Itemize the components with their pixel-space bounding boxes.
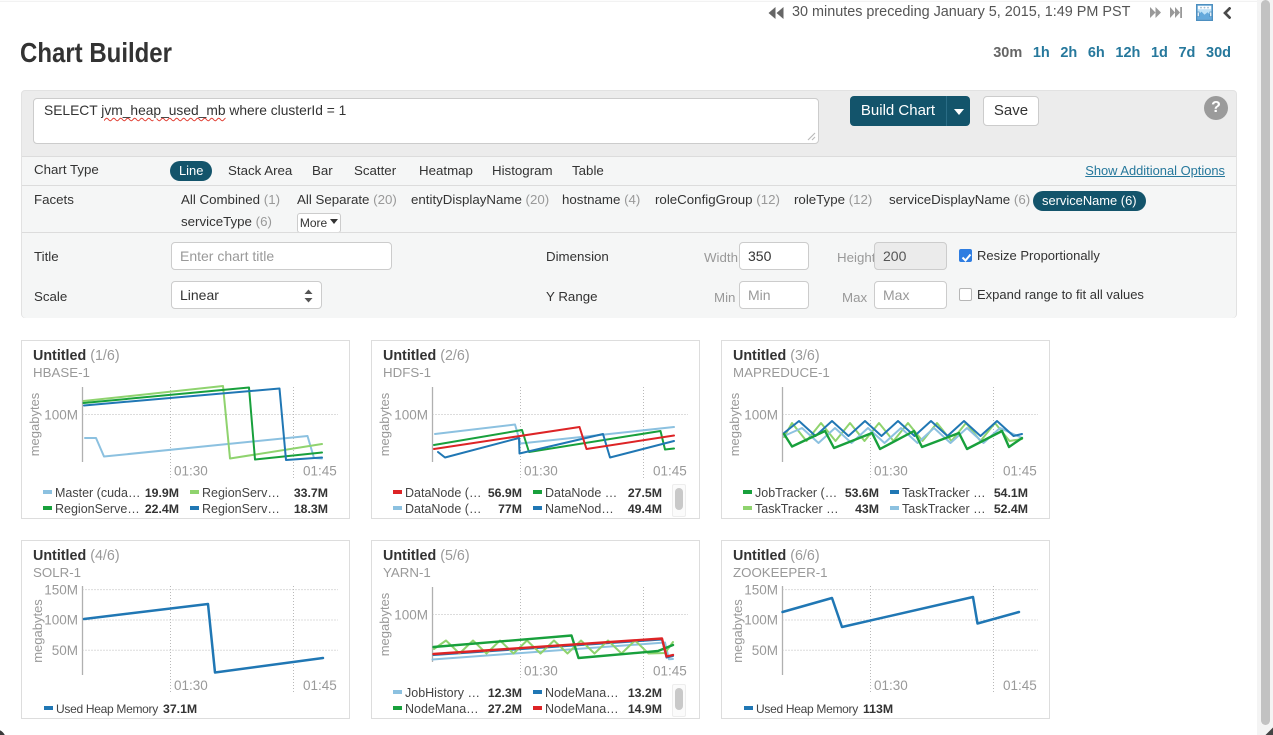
svg-text:01:45: 01:45 bbox=[1003, 464, 1037, 479]
svg-text:megabytes: megabytes bbox=[30, 599, 45, 663]
svg-text:100M: 100M bbox=[44, 613, 78, 628]
svg-text:150M: 150M bbox=[744, 582, 778, 597]
svg-text:100M: 100M bbox=[394, 607, 428, 622]
svg-text:100M: 100M bbox=[394, 407, 428, 422]
svg-text:megabytes: megabytes bbox=[730, 599, 745, 663]
svg-text:01:30: 01:30 bbox=[174, 678, 208, 693]
svg-text:01:30: 01:30 bbox=[874, 464, 908, 479]
svg-text:01:45: 01:45 bbox=[1003, 678, 1037, 693]
svg-text:01:45: 01:45 bbox=[653, 664, 687, 679]
svg-text:100M: 100M bbox=[744, 613, 778, 628]
svg-text:01:30: 01:30 bbox=[524, 664, 558, 679]
svg-text:01:45: 01:45 bbox=[653, 464, 687, 479]
svg-text:megabytes: megabytes bbox=[727, 392, 742, 456]
svg-text:megabytes: megabytes bbox=[377, 592, 392, 656]
svg-text:01:45: 01:45 bbox=[303, 678, 337, 693]
svg-text:100M: 100M bbox=[744, 407, 778, 422]
svg-text:01:30: 01:30 bbox=[524, 464, 558, 479]
svg-text:50M: 50M bbox=[52, 643, 78, 658]
svg-text:megabytes: megabytes bbox=[27, 392, 42, 456]
svg-text:01:45: 01:45 bbox=[303, 464, 337, 479]
svg-text:megabytes: megabytes bbox=[377, 392, 392, 456]
svg-text:01:30: 01:30 bbox=[874, 678, 908, 693]
svg-text:100M: 100M bbox=[44, 407, 78, 422]
svg-text:01:30: 01:30 bbox=[174, 464, 208, 479]
svg-text:150M: 150M bbox=[44, 582, 78, 597]
svg-text:50M: 50M bbox=[752, 643, 778, 658]
